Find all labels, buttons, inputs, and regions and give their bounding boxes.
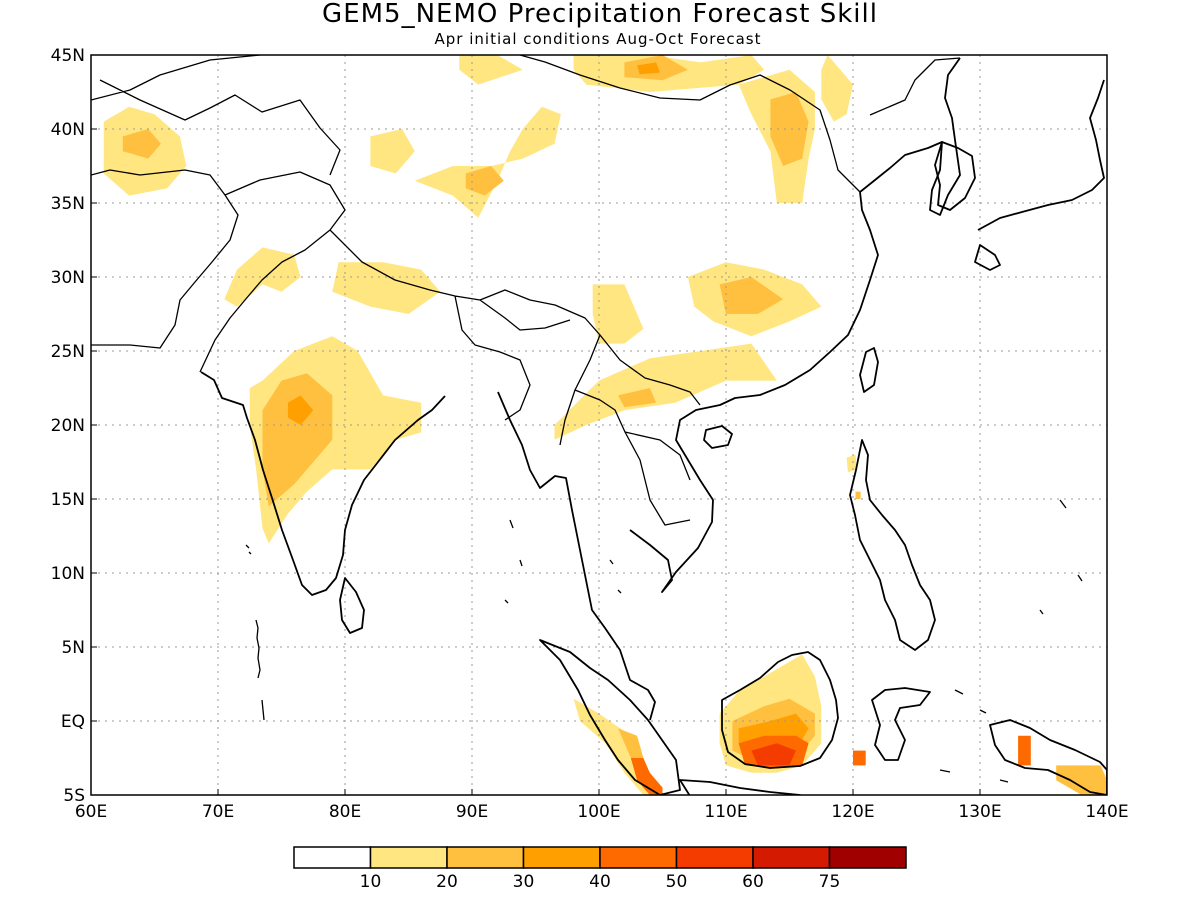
skill-region-14 <box>592 284 644 344</box>
sulawesi-coastline <box>871 687 931 761</box>
borneo-coastline <box>721 651 839 769</box>
skill-region-22 <box>846 454 857 473</box>
colorbar-swatch-5 <box>675 846 754 869</box>
java-coastline <box>679 779 802 795</box>
colorbar-swatch-1 <box>369 846 448 869</box>
lat-tick-label: 20N <box>51 416 85 436</box>
skill-region-3 <box>332 262 441 314</box>
lon-tick-label: 110E <box>704 802 747 822</box>
lat-tick-label: 30N <box>51 268 85 288</box>
taiwan-coastline <box>859 347 879 393</box>
skill-region-18 <box>618 388 657 408</box>
colorbar: 10 20 30 40 50 60 75 <box>293 846 907 892</box>
skill-region-31 <box>751 743 796 766</box>
skill-region-1 <box>122 129 161 159</box>
china-east-coastline <box>859 57 961 216</box>
colorbar-swatch-0 <box>293 846 372 869</box>
coastline-layer <box>200 57 1107 795</box>
skill-region-32 <box>853 750 866 766</box>
lat-tick-label: 5S <box>63 786 85 806</box>
sri-lanka-coastline <box>339 577 365 634</box>
myanmar-coastline <box>497 391 656 721</box>
skill-region-13 <box>821 55 853 122</box>
skill-region-33 <box>1018 735 1031 766</box>
colorbar-swatch-7 <box>828 846 907 869</box>
lat-tick-label: EQ <box>61 712 85 732</box>
colorbar-label: 30 <box>513 872 535 892</box>
colorbar-label: 10 <box>360 872 382 892</box>
colorbar-label: 50 <box>666 872 688 892</box>
skill-region-5 <box>414 106 561 218</box>
philippines-coastline <box>849 439 936 651</box>
colorbar-label: 20 <box>436 872 458 892</box>
map-axes: 60E 70E 80E 90E 100E 110E 120E 130E 140E 45N 40N 35… <box>51 46 1129 822</box>
skill-region-16 <box>719 277 784 314</box>
lat-tick-label: 5N <box>61 638 85 658</box>
skill-region-26 <box>630 758 663 795</box>
lon-tick-label: 60E <box>75 802 107 822</box>
map-title: GEM5_NEMO Precipitation Forecast Skill <box>322 0 878 29</box>
lat-tick-label: 10N <box>51 564 85 584</box>
indochina-coastline <box>629 191 879 593</box>
lon-tick-label: 70E <box>202 802 234 822</box>
colorbar-swatch-3 <box>522 846 601 869</box>
korea-coastline <box>934 141 976 211</box>
sumatra-coastline <box>539 639 681 795</box>
skill-region-6 <box>465 166 504 196</box>
lat-tick-label: 35N <box>51 194 85 214</box>
skill-shading-layer <box>103 55 1107 795</box>
skill-region-20 <box>262 373 333 507</box>
lon-tick-label: 90E <box>456 802 488 822</box>
map-frame <box>90 54 1108 796</box>
border-lines <box>91 55 961 526</box>
skill-region-21 <box>287 395 314 425</box>
skill-region-23 <box>855 491 861 499</box>
lon-tick-label: 120E <box>831 802 874 822</box>
lat-tick-label: 40N <box>51 120 85 140</box>
lat-tick-label: 45N <box>51 46 85 66</box>
skill-region-34 <box>1056 765 1107 795</box>
country-borders-layer <box>91 55 1083 783</box>
colorbar-label: 40 <box>589 872 611 892</box>
hainan-coastline <box>703 425 733 449</box>
new-guinea-coastline <box>989 719 1107 795</box>
japan-coastline <box>974 79 1105 271</box>
lat-lon-grid <box>91 55 1107 795</box>
skill-region-17 <box>554 343 777 440</box>
india-coastline <box>200 371 446 596</box>
skill-region-7 <box>459 55 523 85</box>
lon-tick-label: 100E <box>577 802 620 822</box>
colorbar-swatch-6 <box>752 846 831 869</box>
colorbar-swatch-2 <box>446 846 525 869</box>
lon-tick-label: 130E <box>958 802 1001 822</box>
skill-region-10 <box>637 62 660 75</box>
colorbar-label: 60 <box>742 872 764 892</box>
lon-tick-label: 80E <box>329 802 361 822</box>
lon-tick-label: 140E <box>1085 802 1128 822</box>
colorbar-label: 75 <box>819 872 841 892</box>
skill-region-4 <box>370 129 415 174</box>
lat-tick-label: 15N <box>51 490 85 510</box>
skill-region-2 <box>224 247 301 307</box>
map-subtitle: Apr initial conditions Aug-Oct Forecast <box>435 30 762 48</box>
colorbar-swatch-4 <box>599 846 678 869</box>
skill-region-25 <box>618 728 644 758</box>
skill-region-12 <box>770 92 809 166</box>
sea-islands <box>245 499 1083 783</box>
lat-tick-label: 25N <box>51 342 85 362</box>
